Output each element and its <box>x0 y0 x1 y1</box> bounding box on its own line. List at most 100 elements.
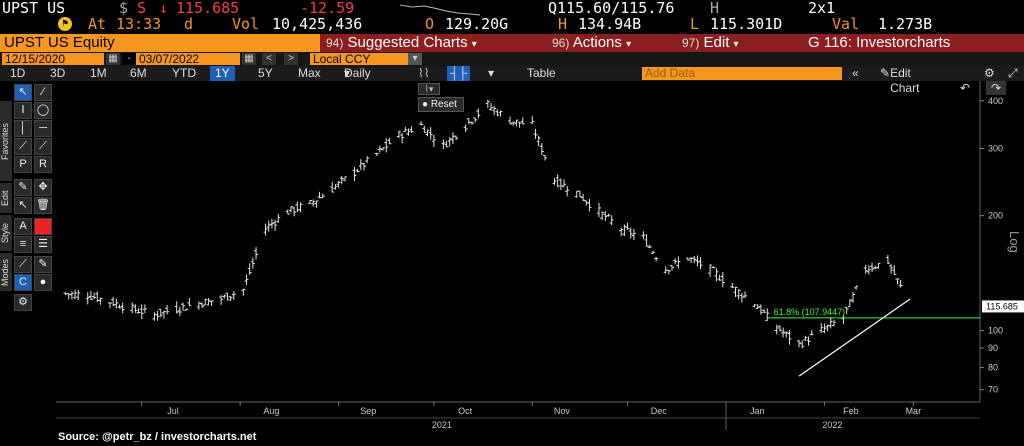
pointer-icon[interactable]: ↖ <box>14 84 32 101</box>
price-chart[interactable]: 70 80 90 100 200 300 400 Log Jul Aug Sep Oct Nov Dec… <box>0 81 1024 431</box>
collapse-icon[interactable]: « <box>852 66 859 80</box>
menu-actions[interactable]: 96) Actions ▾ <box>552 34 631 54</box>
palette-icon[interactable]: ● <box>34 274 52 291</box>
menu-edit[interactable]: 97) Edit ▾ <box>682 34 739 54</box>
period-1d[interactable]: 1D <box>10 66 26 80</box>
line-tool-icon[interactable]: ∕ <box>34 84 52 101</box>
line-width-icon[interactable]: ≡ <box>14 236 32 253</box>
ohlc-bar <box>107 302 112 309</box>
ohlc-bar <box>514 119 519 127</box>
chevron-down-icon: ▾ <box>733 39 739 50</box>
trash-icon[interactable]: 🗑 <box>34 197 52 214</box>
chevron-left-icon[interactable]: < <box>262 53 276 65</box>
title-bar: UPST US Equity 94) Suggested Charts ▾ 96… <box>0 34 1024 52</box>
calendar-icon[interactable]: ▦ <box>242 53 256 65</box>
horizontal-line-icon[interactable]: ─ <box>34 120 52 137</box>
last-price-tag-label: 115.685 <box>986 301 1018 311</box>
table-button[interactable]: Table <box>527 66 556 80</box>
ohlc-bar <box>250 257 255 269</box>
menu-suggested-charts[interactable]: 94) Suggested Charts ▾ <box>326 34 477 54</box>
x-axis: Jul Aug Sep Oct Nov Dec Jan Feb Mar 2021 2022 <box>56 401 980 430</box>
ohlc-bar <box>587 198 592 212</box>
ohlc-bar <box>698 257 703 270</box>
undo-icon[interactable]: ↶ <box>960 81 971 95</box>
period-max[interactable]: Max <box>298 66 321 80</box>
trendline-icon[interactable]: ⟋ <box>14 138 32 155</box>
period-1m[interactable]: 1M <box>90 66 107 80</box>
ohlc-bar <box>752 304 757 308</box>
ohlc-bar <box>822 323 827 334</box>
ohlc-bar <box>384 138 389 153</box>
ohlc-bar <box>396 130 401 138</box>
y-tick-label: 100 <box>988 326 1003 336</box>
retracement-icon[interactable]: R <box>34 156 52 173</box>
x-tick-label: Jan <box>750 406 765 416</box>
x-tick-label: Sep <box>360 406 376 416</box>
ohlc-bar <box>314 200 319 208</box>
ohlc-bar <box>181 302 186 311</box>
vertical-line-icon[interactable]: │ <box>14 120 32 137</box>
line-style-icon[interactable]: ☰ <box>34 236 52 253</box>
chevron-right-icon[interactable]: > <box>284 53 298 65</box>
alert-icon[interactable]: ⚑ <box>58 17 72 31</box>
chevron-down-icon[interactable]: ▾ <box>408 53 422 65</box>
y-tick-label: 90 <box>988 343 998 353</box>
redo-icon[interactable]: ↷ <box>986 81 1007 95</box>
ohlc-bar <box>498 110 503 117</box>
color-swatch-icon[interactable] <box>34 218 52 235</box>
cycle-icon[interactable]: C <box>14 274 32 291</box>
ohlc-bar <box>809 330 814 336</box>
ray-icon[interactable]: ⟋ <box>34 138 52 155</box>
move-icon[interactable]: ✥ <box>34 179 52 196</box>
expand-icon[interactable]: ⤢ <box>1008 66 1018 80</box>
select-icon[interactable]: ↖ <box>14 197 32 214</box>
ohlc-bar <box>831 319 836 327</box>
calendar-icon[interactable]: ▦ <box>106 53 120 65</box>
ohlc-bar <box>758 304 763 315</box>
period-6m[interactable]: 6M <box>130 66 147 80</box>
ohlc-bar <box>231 291 236 301</box>
x-tick-label: Dec <box>651 406 668 416</box>
reset-button[interactable]: ● Reset <box>418 97 464 112</box>
ohlc-bar <box>641 231 646 240</box>
add-data-field[interactable]: Add Data <box>642 67 842 80</box>
bar-chart-icon[interactable]: ┤├ <box>447 66 471 81</box>
ohlc-bar <box>800 340 805 349</box>
price-label-icon[interactable]: P <box>14 156 32 173</box>
ohlc-bar <box>647 244 652 249</box>
end-date-field[interactable]: 03/07/2022 <box>136 53 240 65</box>
ohlc-bar <box>247 263 252 276</box>
font-icon[interactable]: A <box>14 218 32 235</box>
ohlc-bar <box>139 304 144 320</box>
pencil-icon[interactable]: ✎ <box>14 179 32 196</box>
chevron-down-icon[interactable]: ▾ <box>488 66 495 80</box>
ellipse-icon[interactable]: ◯ <box>34 102 52 119</box>
period-3d[interactable]: 3D <box>50 66 66 80</box>
ohlc-bar <box>714 268 719 282</box>
volume: 10,425,436 <box>272 15 363 33</box>
chart-type-mini[interactable]: ⌇▾ <box>418 83 440 95</box>
date-range-bar: 12/15/2020 ▦ - 03/07/2022 ▦ < > Local CC… <box>0 52 1024 66</box>
edit-chart-button[interactable]: ✎ Edit Chart <box>880 66 920 95</box>
link-icon[interactable]: ✎ <box>34 256 52 273</box>
period-ytd[interactable]: YTD <box>172 66 196 80</box>
currency-select[interactable]: Local CCY <box>310 53 408 65</box>
text-tool-icon[interactable]: Ⅰ <box>14 102 32 119</box>
period-5y[interactable]: 5Y <box>258 66 273 80</box>
period-1y[interactable]: 1Y <box>210 66 235 81</box>
ohlc-bar <box>339 175 344 185</box>
magnet-icon[interactable]: ⟋ <box>14 256 32 273</box>
x-tick-label: Jul <box>167 406 179 416</box>
low-price: 115.301D <box>710 15 783 33</box>
security-name[interactable]: UPST US Equity <box>0 34 320 52</box>
x-tick-label: Aug <box>263 406 279 416</box>
settings-icon[interactable]: ⚙ <box>984 66 995 80</box>
ohlc-bar <box>203 298 208 306</box>
ohlc-bar <box>565 185 570 197</box>
line-chart-icon[interactable]: ⌇⌇ <box>418 66 430 80</box>
ohlc-bar <box>676 256 681 269</box>
start-date-field[interactable]: 12/15/2020 <box>2 53 104 65</box>
frequency-select[interactable]: Daily ▾ <box>344 66 371 80</box>
gear-icon[interactable]: ⚙ <box>14 294 32 311</box>
ohlc-bar <box>685 257 690 261</box>
